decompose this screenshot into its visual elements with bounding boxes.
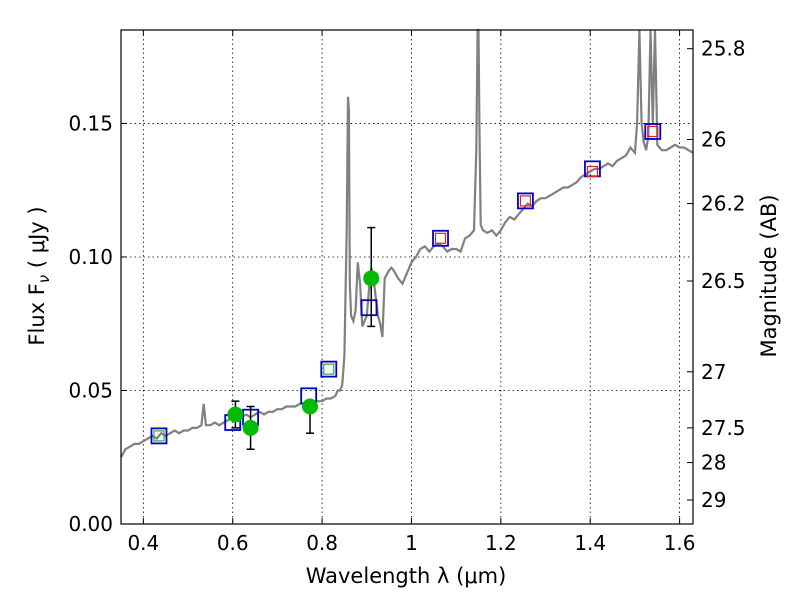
- observed-point: [302, 398, 319, 415]
- model-photometry-square: [360, 299, 378, 317]
- y2-tick-label: 25.8: [701, 37, 746, 61]
- filter-square-red: [434, 232, 447, 244]
- y-axis-label-unit: ( μJy ): [25, 206, 49, 274]
- x-tick-label: 1: [405, 531, 418, 555]
- x-tick-label: 1.6: [664, 531, 696, 555]
- x-axis-label: Wavelength λ (μm): [306, 564, 507, 588]
- y2-tick-label: 27: [701, 360, 726, 384]
- model-spectrum: [120, 28, 694, 458]
- y-axis-label: Flux Fν ( μJy ): [25, 206, 53, 345]
- x-tick-label: 0.8: [306, 531, 338, 555]
- filter-square-red: [519, 195, 532, 207]
- y2-tick-label: 27.5: [701, 416, 746, 440]
- photometry-points: [150, 123, 662, 445]
- y-axis-label-main: Flux F: [25, 283, 49, 345]
- model-photometry-square: [517, 192, 534, 210]
- observed-point: [242, 419, 259, 436]
- filter-square-green: [323, 363, 335, 375]
- grid: [121, 30, 693, 525]
- observed-points: [227, 226, 380, 450]
- y-axis-ticks: 0.00 0.05 0.10 0.15: [68, 111, 127, 536]
- x-tick-label: 1.2: [485, 531, 517, 555]
- y-tick-label: 0.15: [68, 111, 113, 135]
- y2-tick-label: 29: [701, 488, 726, 512]
- y-axis-label-subscript: ν: [35, 275, 53, 283]
- y2-axis-ticks: 25.8 26 26.2 26.5 27 27.5 28 29: [687, 37, 746, 512]
- model-spectrum-line: [120, 28, 694, 458]
- filter-square-green: [153, 430, 165, 442]
- y-tick-label: 0.05: [68, 378, 113, 402]
- x-axis-ticks: 0.4 0.6 0.8 1 1.2 1.4 1.6: [127, 30, 696, 555]
- model-photometry-square: [644, 123, 662, 140]
- filter-square-red: [647, 125, 659, 138]
- y2-axis-label: Magnitude (AB): [757, 194, 781, 357]
- model-photometry-square: [150, 427, 168, 445]
- y2-tick-label: 26.5: [701, 269, 746, 293]
- filter-square-red: [586, 165, 599, 178]
- y2-tick-label: 26: [701, 127, 726, 151]
- model-photometry-square: [432, 229, 449, 247]
- y2-tick-label: 28: [701, 451, 726, 475]
- plot-frame: [120, 29, 694, 525]
- model-photometry-square: [320, 360, 338, 378]
- x-tick-label: 0.6: [217, 531, 249, 555]
- y-tick-label: 0.10: [68, 245, 113, 269]
- y-tick-label: 0.00: [68, 512, 113, 536]
- x-tick-label: 0.4: [127, 531, 159, 555]
- x-tick-label: 1.4: [574, 531, 606, 555]
- observed-point: [363, 270, 380, 287]
- y2-tick-label: 26.2: [701, 192, 746, 216]
- observed-point: [227, 406, 244, 423]
